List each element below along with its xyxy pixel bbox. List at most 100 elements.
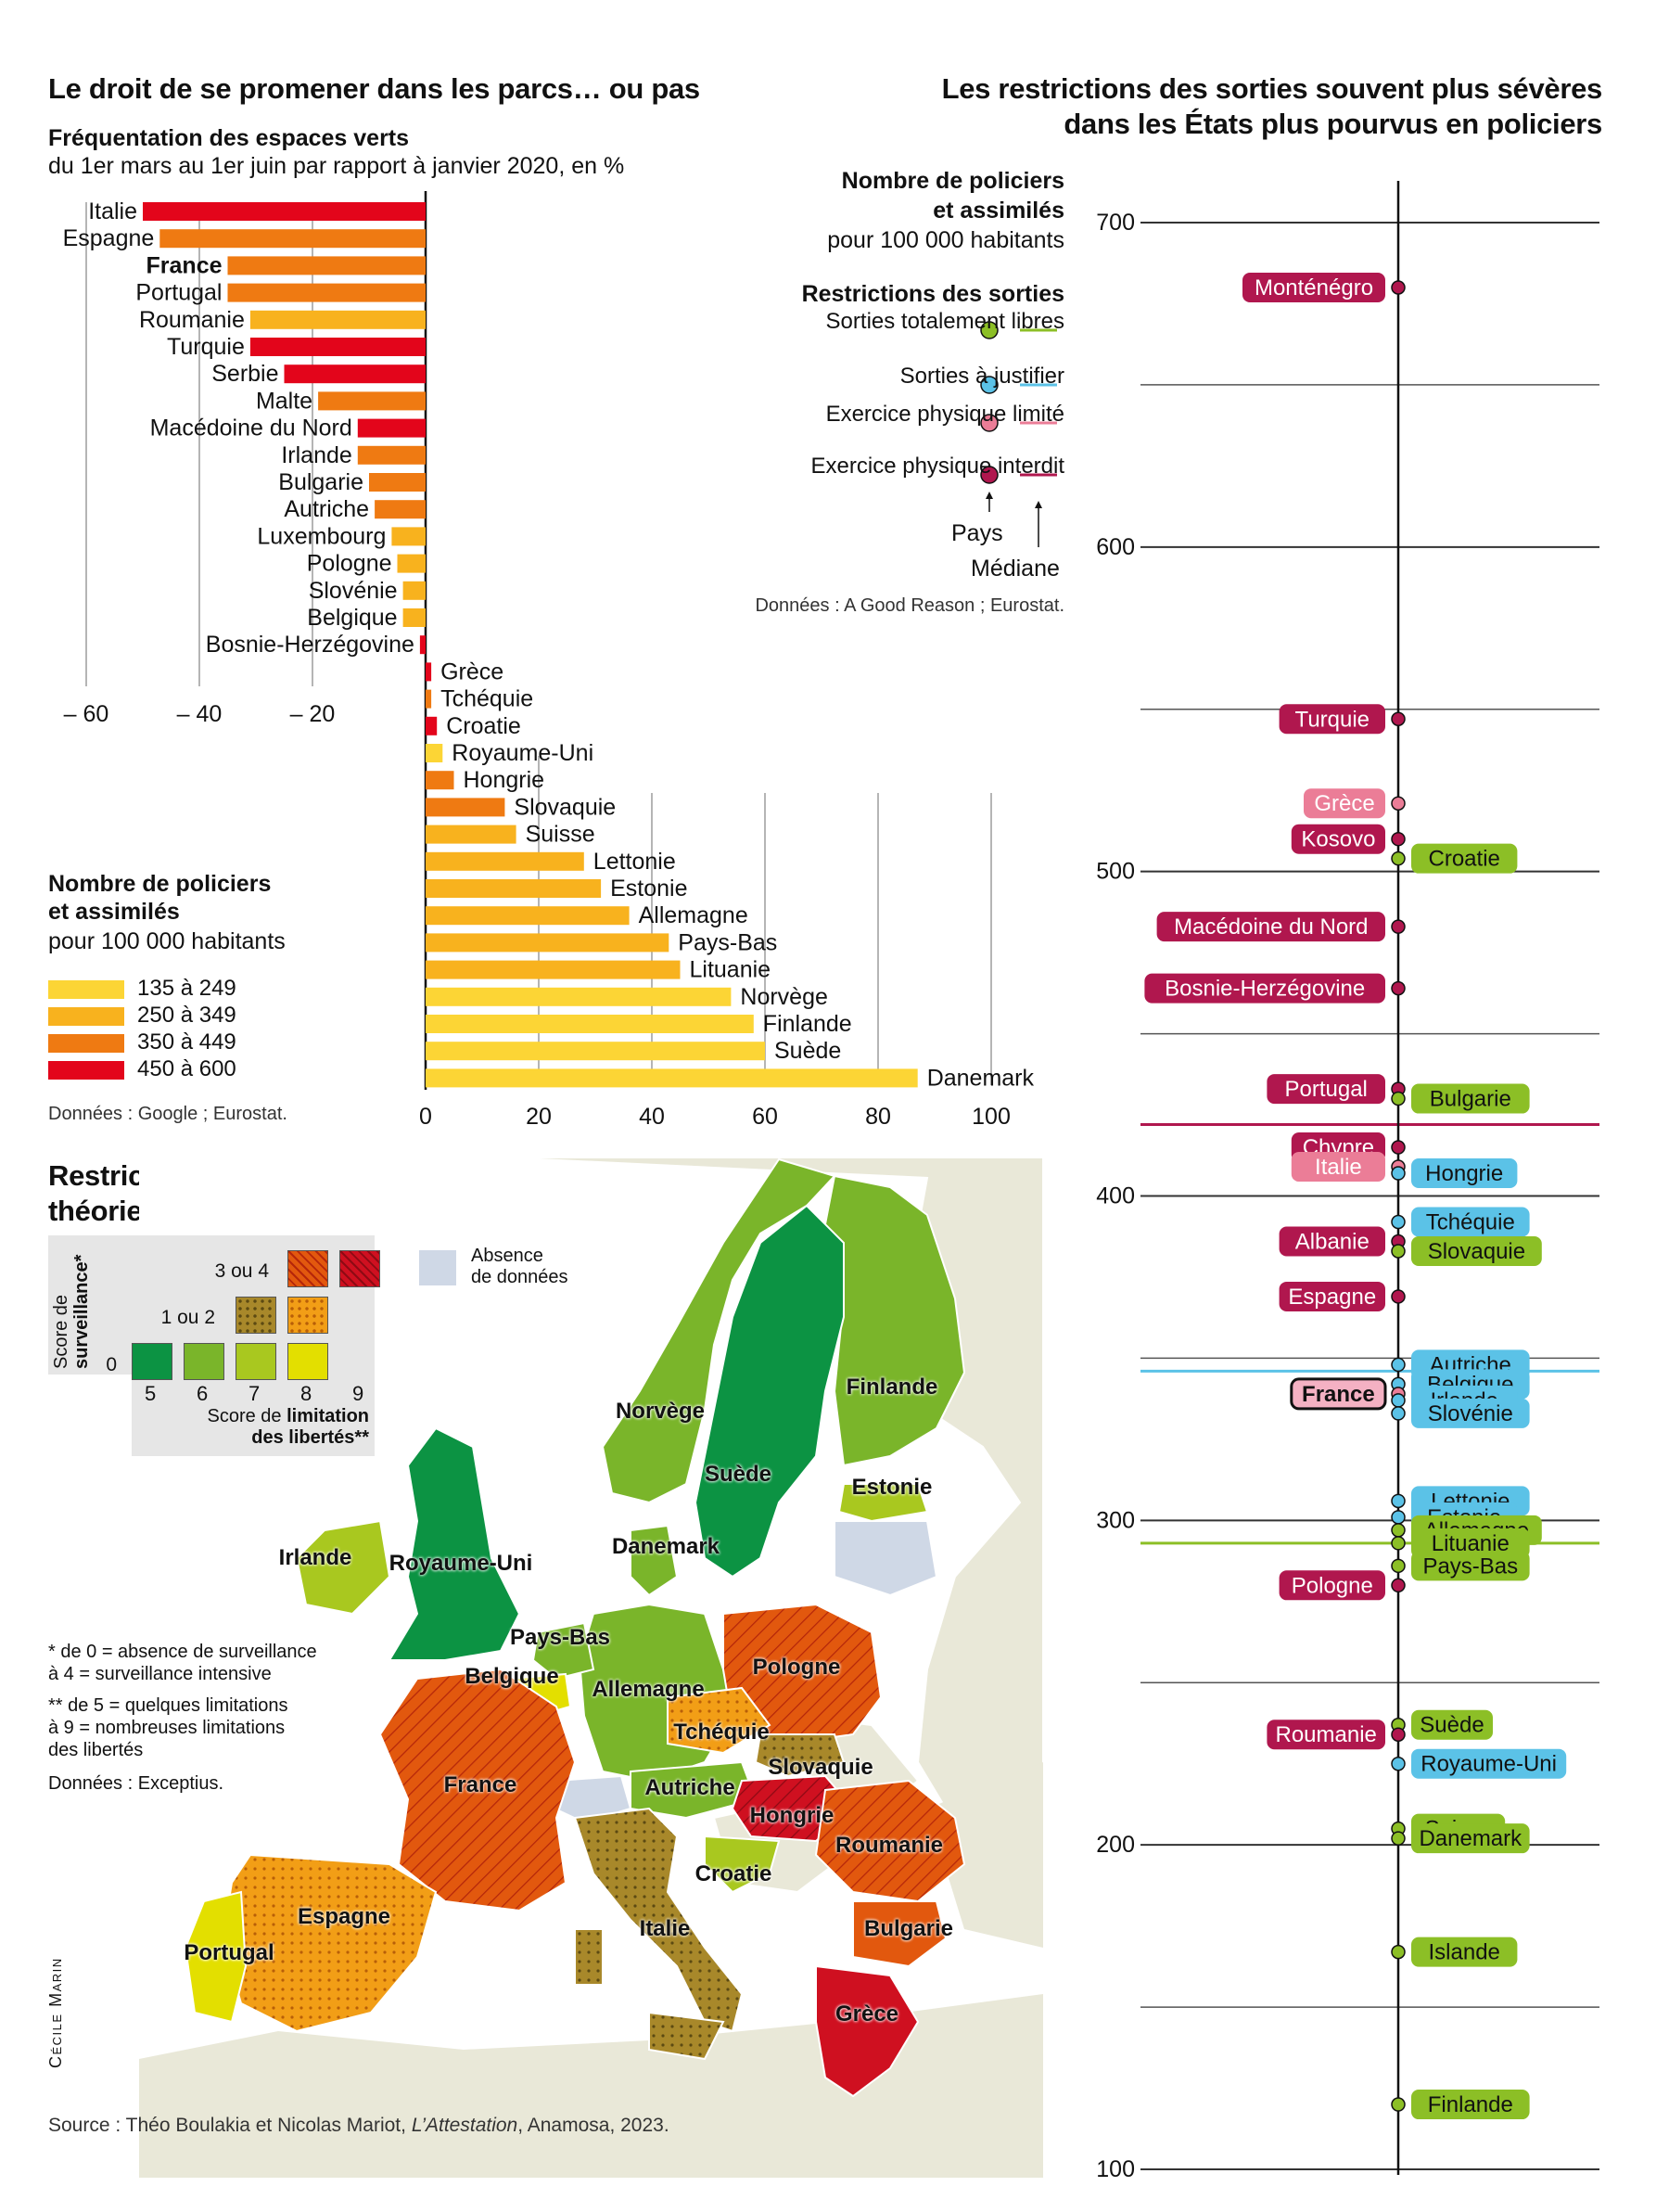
map-country-label: Finlande [846,1375,938,1400]
map-note-2: à 4 = surveillance intensive [48,1664,272,1684]
dot [1391,1214,1406,1230]
map-legend-cell [132,1343,172,1380]
restriction-legend-dot [980,321,999,339]
dot-label: Finlande [1411,2090,1530,2120]
bar-legend-item: 250 à 349 [48,1003,236,1029]
bar [426,1068,918,1088]
map-country-label: Roumanie [834,1833,944,1858]
bar-legend-item: 350 à 449 [48,1029,236,1055]
bar [227,283,426,302]
dot [1391,980,1406,996]
dot [1391,711,1406,727]
map-legend-cell [287,1297,328,1334]
dot-label-bg [1411,843,1518,874]
map-country-label: Pays-Bas [509,1625,611,1650]
bar-legend-item: 450 à 600 [48,1056,236,1082]
map-legend-y-label: Score de surveillance* [51,1255,92,1369]
no-data-swatch [419,1250,456,1285]
dot-label: Bosnie-Herzégovine [1144,973,1385,1004]
footer-source-prefix: Source : Théo Boulakia et Nicolas Mariot… [48,2115,412,2136]
dot-label-bg [1411,1528,1530,1558]
dot-label-bg [1291,1152,1385,1183]
dot-label-bg [1411,1551,1530,1581]
right-chart-title-1: Les restrictions des sorties souvent plu… [941,72,1603,105]
dot-label: Kosovo [1291,824,1385,854]
bar-label: Bosnie-Herzégovine [206,632,414,658]
bar-label: Turquie [167,334,245,360]
bar-label: Roumanie [139,307,245,333]
dot-label-text: Italie [1315,1155,1362,1180]
map-country-label: Italie [639,1916,691,1941]
dot-legend-title-2: et assimilés [933,198,1064,224]
map-country-label: Grèce [834,2001,899,2027]
bar [426,960,681,979]
right-chart-source: Données : A Good Reason ; Eurostat. [755,595,1064,616]
legend-label: 250 à 349 [137,1003,236,1028]
map-legend-cell [236,1343,276,1380]
footer-source-suffix: , Anamosa, 2023. [517,2115,669,2136]
dot-label: Slovénie [1411,1398,1530,1428]
legend-label: 350 à 449 [137,1029,236,1055]
dot [1391,1558,1406,1574]
bar [391,527,426,546]
y-tick-label: 400 [1096,1183,1135,1209]
map-legend-cell [287,1343,328,1380]
bar-label: Royaume-Uni [452,740,593,766]
bar-label: Macédoine du Nord [150,416,352,441]
dot-label-text: Pologne [1292,1573,1373,1598]
bar-label: Belgique [307,605,397,631]
dot-label: Macédoine du Nord [1156,912,1385,942]
legend-swatch [48,979,124,999]
map-legend-col-label: 9 [352,1382,364,1405]
dot-label-bg [1411,1083,1530,1114]
map-legend-row-label: 3 ou 4 [214,1260,269,1282]
legend-swatch [48,1060,124,1080]
restriction-legend-dot [980,376,999,394]
dot-label: Islande [1411,1937,1518,1967]
map-note-5: des libertés [48,1740,144,1760]
dot [1391,1510,1406,1525]
map-legend-cell [287,1250,328,1287]
bar [426,879,602,898]
bar [426,662,432,682]
mediane-arrowhead [1035,501,1042,508]
map-country-label: Espagne [297,1904,391,1929]
x-tick-label: 60 [752,1104,778,1130]
left-chart-subtitle: du 1er mars au 1er juin par rapport à ja… [48,153,625,179]
bar-label: Estonie [610,876,687,901]
bar [357,445,426,465]
bar [284,364,426,384]
dot-label-text: Danemark [1419,1826,1522,1851]
dot-label-text: Suède [1420,1713,1484,1738]
dot-legend-title-1: Nombre de policiers [841,168,1064,194]
bar [426,825,516,844]
map-credit: Cécile Marin [46,1957,65,2068]
map-note-1: * de 0 = absence de surveillance [48,1642,317,1662]
x-tick-label: 0 [419,1104,432,1130]
map-country-label: Norvège [615,1399,706,1424]
dot-label: Grèce [1304,788,1385,819]
bar [426,716,438,735]
dot-label: Espagne [1279,1281,1385,1311]
dot-label: Pologne [1279,1570,1385,1601]
restriction-legend-label: Exercice physique interdit [810,454,1064,479]
bar [397,554,426,573]
map-note-4: à 9 = nombreuses limitations [48,1718,286,1738]
bar-label: Lettonie [593,849,676,875]
dot-label-text: Turquie [1295,707,1370,732]
pays-label: Pays [951,520,1003,546]
bar [426,906,630,926]
map-country-label: Suède [704,1462,772,1487]
dot-label-text: Tchéquie [1426,1209,1515,1234]
dot-label-text: Slovaquie [1428,1239,1525,1264]
dot [1391,1393,1406,1408]
bar [426,689,432,709]
dot-chart: 100 200 300 400 500 600 700 Monténégro Turquie Gr… [980,181,1599,2182]
map-legend-col-label: 7 [248,1382,261,1405]
bar-label: Serbie [211,361,278,387]
footer-source-book: L’Attestation [411,2115,518,2136]
bar-label: Suisse [526,822,595,848]
pays-arrowhead [986,492,993,499]
dot-label: Suède [1411,1709,1493,1740]
dot-label: Roumanie [1267,1720,1385,1750]
